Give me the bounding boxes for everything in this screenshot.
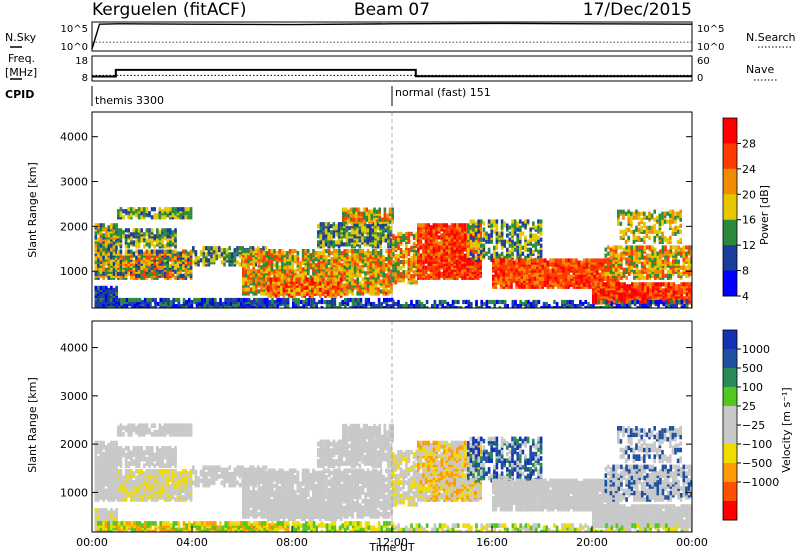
sky-noise-panel: N.Sky 10^5 10^0 10^5 10^0 N.Search [5, 21, 796, 53]
power-colorbar-tick-label: 20 [742, 188, 756, 201]
power-ytick-label: 2000 [60, 220, 88, 233]
power-colorbar-cell [723, 194, 737, 221]
power-colorbar-tick-label: 24 [742, 163, 756, 176]
power-ytick-label: 4000 [60, 131, 88, 144]
nsky-label: N.Sky [5, 31, 37, 44]
velocity-ylabel: Slant Range [km] [26, 377, 39, 473]
velocity-heatmap [94, 423, 692, 532]
power-colorbar-tick-label: 4 [742, 290, 749, 303]
velocity-colorbar-cell [723, 482, 737, 502]
freq-unit-label: [MHz] [5, 66, 37, 79]
velocity-colorbar-tick-label: 1000 [742, 343, 770, 356]
power-colorbar-tick-label: 28 [742, 137, 756, 150]
power-colorbar-cell [723, 168, 737, 195]
freq-series-line [92, 68, 692, 78]
velocity-panel: 1000 2000 3000 4000 00:00 04:00 08:00 12:00 16:… [26, 320, 793, 554]
velocity-colorbar-label: Velocity [m s⁻¹] [780, 387, 793, 472]
velocity-ytick-label: 1000 [60, 486, 88, 499]
velocity-colorbar-tick-label: −100 [742, 438, 772, 451]
power-ytick-label: 1000 [60, 265, 88, 278]
time-xtick-label: 00:00 [676, 536, 708, 549]
power-colorbar-tick-label: 16 [742, 214, 756, 227]
time-xlabel: Time UT [368, 541, 414, 554]
nsky-tick-bottom-right: 10^0 [697, 42, 724, 53]
time-xtick-label: 16:00 [476, 536, 508, 549]
power-colorbar-tick-label: 8 [742, 265, 749, 278]
velocity-colorbar-tick-label: −25 [742, 419, 765, 432]
velocity-ytick-label: 4000 [60, 342, 88, 355]
nsky-series-line [91, 22, 693, 50]
velocity-colorbar-tick-label: 25 [742, 400, 756, 413]
nsearch-label: N.Search [746, 31, 796, 44]
velocity-colorbar-tick-label: 100 [742, 381, 763, 394]
freq-label: Freq. [8, 52, 35, 65]
freq-tick-bottom-left: 8 [82, 73, 88, 84]
power-colorbar-cell [723, 118, 737, 144]
frequency-frame [91, 55, 693, 82]
power-colorbar-cell [723, 245, 737, 272]
time-xtick-label: 00:00 [76, 536, 108, 549]
power-colorbar-cell [723, 219, 737, 246]
power-colorbar-label: Power [dB] [758, 185, 771, 245]
velocity-colorbar-cell [723, 463, 737, 483]
velocity-colorbar-cell [723, 349, 737, 369]
velocity-colorbar-cell [723, 406, 737, 426]
station-title: Kerguelen (fitACF) [92, 0, 246, 20]
velocity-colorbar-cell [723, 425, 737, 445]
cpid-row: CPID themis 3300 normal (fast) 151 [5, 86, 491, 107]
velocity-ytick-label: 3000 [60, 390, 88, 403]
cpid-entry-2: normal (fast) 151 [395, 86, 491, 99]
time-xtick-label: 04:00 [176, 536, 208, 549]
velocity-ytick-label: 2000 [60, 438, 88, 451]
time-xtick-label: 12:00 [376, 536, 408, 549]
velocity-colorbar-tick-label: −500 [742, 457, 772, 470]
power-ylabel: Slant Range [km] [26, 162, 39, 258]
nave-label: Nave [746, 63, 774, 76]
nave-tick-bottom-right: 0 [697, 73, 703, 84]
power-frame [91, 111, 693, 309]
velocity-colorbar-cell [723, 501, 737, 521]
power-heatmap [94, 207, 692, 308]
velocity-colorbar-tick-label: 500 [742, 362, 763, 375]
time-xtick-label: 20:00 [576, 536, 608, 549]
velocity-colorbar-cell [723, 330, 737, 350]
date-title: 17/Dec/2015 [583, 0, 692, 20]
power-ytick-label: 3000 [60, 176, 88, 189]
velocity-colorbar-cell [723, 444, 737, 464]
power-colorbar-cell [723, 270, 737, 297]
sky-noise-frame [91, 21, 693, 52]
nsky-tick-bottom-left: 10^0 [61, 42, 88, 53]
power-panel: 1000 2000 3000 4000 Slant Range [km] 28 24 20… [26, 111, 771, 309]
beam-title: Beam 07 [354, 0, 430, 20]
time-xtick-label: 08:00 [276, 536, 308, 549]
nsky-tick-top-right: 10^5 [697, 24, 724, 35]
cpid-label: CPID [5, 88, 34, 101]
nave-tick-top-right: 60 [697, 56, 710, 67]
cpid-entry-1: themis 3300 [95, 94, 164, 107]
velocity-colorbar-cell [723, 387, 737, 407]
power-colorbar-tick-label: 12 [742, 239, 756, 252]
power-colorbar-cell [723, 143, 737, 170]
power-colorbar-frame [722, 117, 738, 297]
velocity-colorbar-tick-label: −1000 [742, 476, 779, 489]
frequency-panel: Freq. [MHz] 18 8 60 0 Nave [5, 52, 778, 84]
velocity-colorbar-cell [723, 368, 737, 388]
nsky-tick-top-left: 10^5 [61, 24, 88, 35]
freq-tick-top-left: 18 [75, 56, 88, 67]
